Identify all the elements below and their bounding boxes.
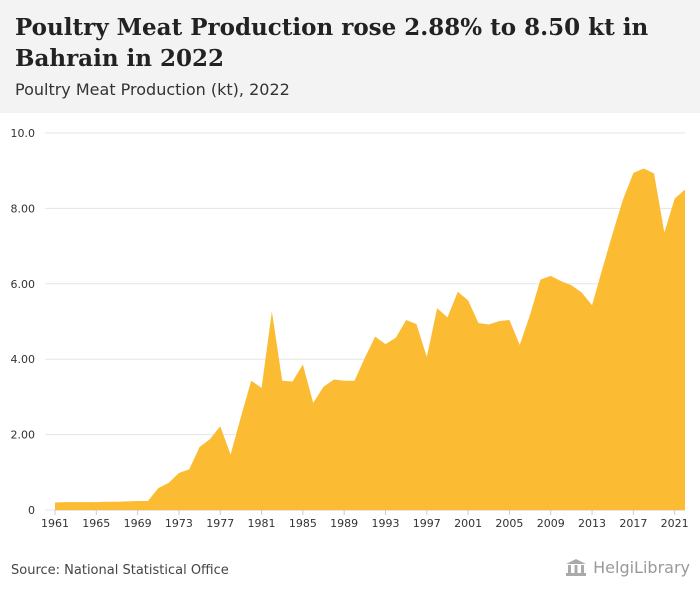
data-point[interactable] bbox=[84, 500, 88, 504]
data-point[interactable] bbox=[146, 499, 150, 503]
data-point[interactable] bbox=[662, 231, 666, 235]
data-point[interactable] bbox=[435, 306, 439, 310]
data-point[interactable] bbox=[569, 283, 573, 287]
x-tick-label: 1981 bbox=[248, 517, 276, 530]
x-tick-label: 1965 bbox=[82, 517, 110, 530]
data-point[interactable] bbox=[301, 362, 305, 366]
data-point[interactable] bbox=[136, 499, 140, 503]
data-point[interactable] bbox=[611, 231, 615, 235]
x-tick-label: 1997 bbox=[413, 517, 441, 530]
chart-title: Poultry Meat Production rose 2.88% to 8.… bbox=[15, 14, 649, 72]
data-point[interactable] bbox=[580, 290, 584, 294]
y-tick-label: 2.00 bbox=[11, 429, 36, 442]
x-tick-label: 2009 bbox=[537, 517, 565, 530]
x-tick-label: 1969 bbox=[124, 517, 152, 530]
x-tick-label: 2017 bbox=[619, 517, 647, 530]
data-point[interactable] bbox=[394, 336, 398, 340]
data-point[interactable] bbox=[218, 424, 222, 428]
chart-subtitle: Poultry Meat Production (kt), 2022 bbox=[15, 80, 290, 99]
data-point[interactable] bbox=[187, 467, 191, 471]
data-point[interactable] bbox=[590, 303, 594, 307]
data-point[interactable] bbox=[487, 323, 491, 327]
data-point[interactable] bbox=[373, 335, 377, 339]
x-tick-label: 2005 bbox=[495, 517, 523, 530]
data-point[interactable] bbox=[270, 309, 274, 313]
data-point[interactable] bbox=[332, 378, 336, 382]
data-point[interactable] bbox=[239, 415, 243, 419]
data-point[interactable] bbox=[549, 274, 553, 278]
data-point[interactable] bbox=[177, 471, 181, 475]
data-point[interactable] bbox=[280, 379, 284, 383]
data-point[interactable] bbox=[425, 355, 429, 359]
x-tick-label: 1985 bbox=[289, 517, 317, 530]
data-point[interactable] bbox=[94, 500, 98, 504]
x-tick-label: 1977 bbox=[206, 517, 234, 530]
x-tick-label: 1961 bbox=[41, 517, 69, 530]
data-point[interactable] bbox=[631, 171, 635, 175]
x-tick-label: 1993 bbox=[371, 517, 399, 530]
data-point[interactable] bbox=[600, 267, 604, 271]
data-point[interactable] bbox=[621, 197, 625, 201]
data-point[interactable] bbox=[518, 343, 522, 347]
data-point[interactable] bbox=[156, 486, 160, 490]
data-point[interactable] bbox=[115, 500, 119, 504]
data-point[interactable] bbox=[74, 500, 78, 504]
series-layer bbox=[53, 166, 687, 510]
data-point[interactable] bbox=[208, 437, 212, 441]
data-point[interactable] bbox=[528, 313, 532, 317]
data-point[interactable] bbox=[404, 318, 408, 322]
data-point[interactable] bbox=[53, 500, 57, 504]
data-point[interactable] bbox=[105, 500, 109, 504]
data-point[interactable] bbox=[466, 298, 470, 302]
y-tick-label: 6.00 bbox=[11, 278, 36, 291]
data-point[interactable] bbox=[342, 379, 346, 383]
data-point[interactable] bbox=[291, 379, 295, 383]
library-icon bbox=[566, 558, 587, 576]
data-point[interactable] bbox=[383, 342, 387, 346]
brand-name: HelgiLibrary bbox=[593, 558, 690, 577]
data-point[interactable] bbox=[260, 386, 264, 390]
data-point[interactable] bbox=[198, 445, 202, 449]
data-point[interactable] bbox=[63, 500, 67, 504]
x-axis: 1961 1965 1969 1973 1977 1981 1985 1989 1993 1997… bbox=[41, 509, 689, 530]
data-point[interactable] bbox=[322, 385, 326, 389]
data-point[interactable] bbox=[125, 499, 129, 503]
data-point[interactable] bbox=[642, 166, 646, 170]
source-note: Source: National Statistical Office bbox=[11, 563, 229, 578]
y-tick-label: 8.00 bbox=[11, 202, 36, 215]
data-point[interactable] bbox=[353, 379, 357, 383]
series-area bbox=[55, 168, 685, 510]
data-point[interactable] bbox=[229, 453, 233, 457]
data-point[interactable] bbox=[363, 356, 367, 360]
data-point[interactable] bbox=[456, 290, 460, 294]
data-point[interactable] bbox=[311, 401, 315, 405]
data-point[interactable] bbox=[683, 188, 687, 192]
x-tick-label: 2021 bbox=[661, 517, 689, 530]
y-axis: 0 2.00 4.00 6.00 8.00 10.0 bbox=[11, 127, 36, 517]
y-tick-label: 10.0 bbox=[11, 127, 36, 140]
data-point[interactable] bbox=[249, 379, 253, 383]
x-tick-label: 1973 bbox=[165, 517, 193, 530]
data-point[interactable] bbox=[414, 322, 418, 326]
x-tick-label: 2013 bbox=[578, 517, 606, 530]
data-point[interactable] bbox=[507, 318, 511, 322]
y-tick-label: 0 bbox=[28, 504, 35, 517]
y-tick-label: 4.00 bbox=[11, 353, 36, 366]
data-point[interactable] bbox=[445, 315, 449, 319]
brand-logo[interactable]: HelgiLibrary bbox=[565, 558, 690, 577]
data-point[interactable] bbox=[538, 278, 542, 282]
data-point[interactable] bbox=[476, 321, 480, 325]
chart-header: Poultry Meat Production rose 2.88% to 8.… bbox=[0, 0, 700, 113]
data-point[interactable] bbox=[559, 279, 563, 283]
data-point[interactable] bbox=[673, 197, 677, 201]
x-tick-label: 1989 bbox=[330, 517, 358, 530]
data-point[interactable] bbox=[652, 171, 656, 175]
data-point[interactable] bbox=[497, 319, 501, 323]
data-point[interactable] bbox=[167, 481, 171, 485]
x-tick-label: 2001 bbox=[454, 517, 482, 530]
